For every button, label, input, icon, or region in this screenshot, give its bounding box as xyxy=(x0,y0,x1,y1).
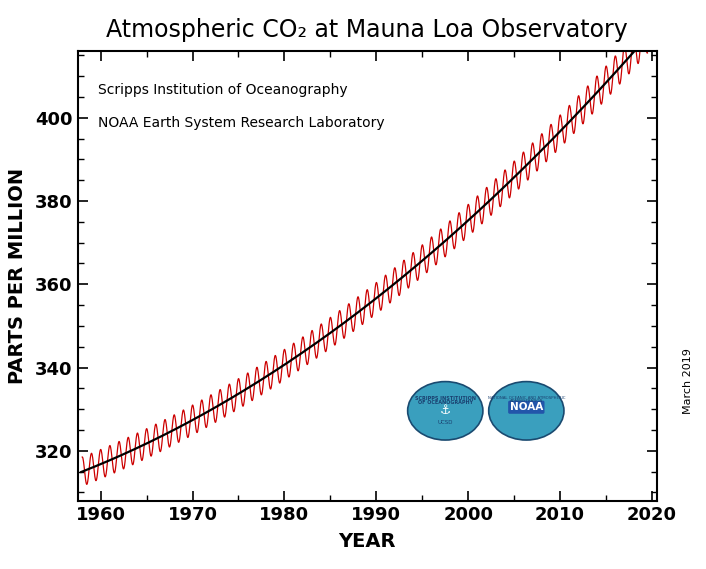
Circle shape xyxy=(489,382,564,440)
Text: UCSD: UCSD xyxy=(438,419,453,424)
Text: OF OCEANOGRAPHY: OF OCEANOGRAPHY xyxy=(418,400,473,405)
Text: NOAA Earth System Research Laboratory: NOAA Earth System Research Laboratory xyxy=(98,117,385,130)
Text: ADMINISTRATION: ADMINISTRATION xyxy=(510,399,543,403)
Text: SCRIPPS INSTITUTION: SCRIPPS INSTITUTION xyxy=(414,395,476,401)
Text: NATIONAL OCEANIC AND ATMOSPHERIC: NATIONAL OCEANIC AND ATMOSPHERIC xyxy=(488,396,565,400)
X-axis label: YEAR: YEAR xyxy=(338,532,396,551)
Circle shape xyxy=(407,382,483,440)
Text: Scripps Institution of Oceanography: Scripps Institution of Oceanography xyxy=(98,83,347,97)
Text: March 2019: March 2019 xyxy=(683,348,693,414)
Text: ⚓: ⚓ xyxy=(440,405,451,417)
Title: Atmospheric CO₂ at Mauna Loa Observatory: Atmospheric CO₂ at Mauna Loa Observatory xyxy=(106,18,628,42)
Text: NOAA: NOAA xyxy=(510,402,543,412)
Y-axis label: PARTS PER MILLION: PARTS PER MILLION xyxy=(8,168,27,384)
